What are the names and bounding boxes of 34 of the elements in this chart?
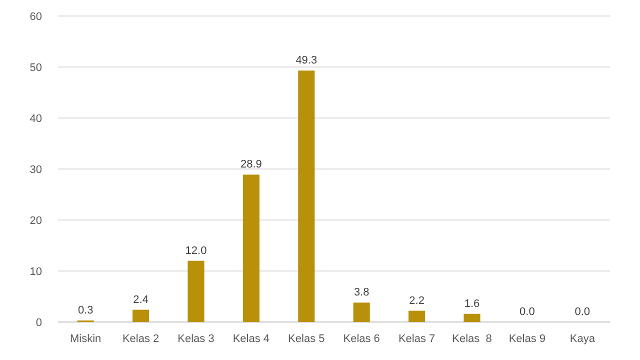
- x-tick-label: Kelas 6: [343, 333, 380, 345]
- data-label: 1.6: [464, 298, 480, 310]
- y-tick-label: 60: [30, 10, 42, 23]
- data-label: 2.2: [409, 294, 424, 307]
- x-tick-label: Miskin: [70, 333, 102, 345]
- bar: [132, 310, 150, 322]
- x-tick-label: Kelas 3: [178, 333, 214, 345]
- x-tick-label: Kelas 9: [508, 333, 546, 345]
- y-tick-label: 20: [30, 214, 42, 227]
- data-label: 0.0: [520, 306, 535, 318]
- y-tick-label: 30: [30, 164, 42, 176]
- y-tick-label: 10: [30, 266, 42, 278]
- x-tick-label: Kaya: [570, 333, 596, 345]
- bar: [242, 174, 260, 322]
- data-label: 2.4: [133, 294, 148, 306]
- bar: [298, 70, 315, 322]
- x-tick-label: Kelas 5: [288, 333, 325, 345]
- data-label: 28.9: [240, 158, 262, 171]
- data-label: 0.3: [78, 304, 94, 316]
- y-tick-label: 40: [30, 112, 42, 125]
- data-label: 12.0: [185, 244, 207, 257]
- y-tick-label: 0: [36, 316, 42, 329]
- data-label: 0.0: [574, 306, 590, 318]
- x-tick-label: Kelas 7: [398, 333, 436, 345]
- data-label: 49.3: [296, 54, 318, 67]
- data-label: 3.8: [354, 286, 370, 299]
- x-tick-label: Kelas 4: [232, 333, 270, 345]
- y-tick-label: 50: [30, 62, 42, 74]
- bar: [464, 314, 480, 322]
- bar: [353, 302, 370, 322]
- bar: [408, 310, 426, 322]
- x-tick-label: Kelas 2: [122, 333, 160, 345]
- x-tick-label: Kelas 8: [452, 333, 492, 345]
- bar: [188, 260, 204, 322]
